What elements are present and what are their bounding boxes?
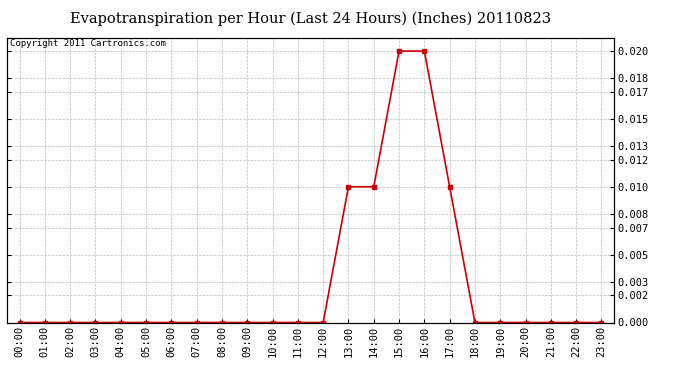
Text: Copyright 2011 Cartronics.com: Copyright 2011 Cartronics.com — [10, 39, 166, 48]
Text: Evapotranspiration per Hour (Last 24 Hours) (Inches) 20110823: Evapotranspiration per Hour (Last 24 Hou… — [70, 11, 551, 26]
